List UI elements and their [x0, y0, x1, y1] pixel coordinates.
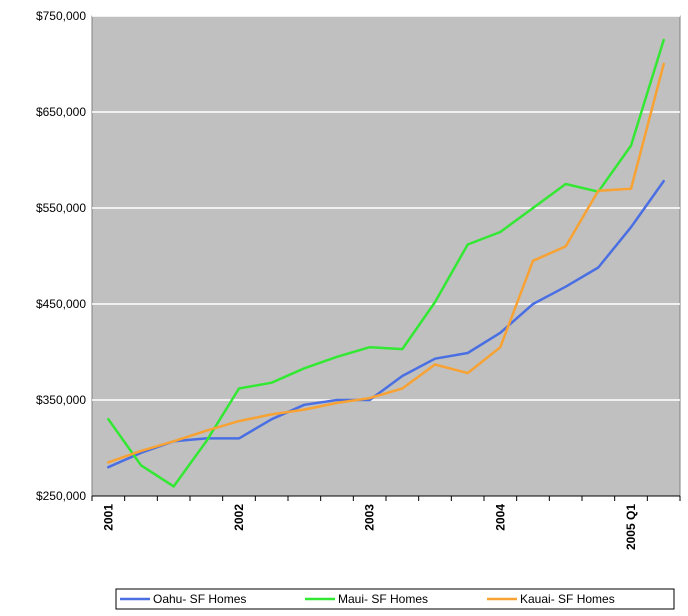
y-tick-label: $450,000	[36, 297, 86, 311]
x-tick-label: 2001	[101, 504, 115, 531]
plot-area	[91, 15, 681, 497]
series-line-2	[107, 38, 665, 488]
legend-box	[115, 588, 675, 610]
x-tick-label: 2004	[493, 504, 507, 531]
y-tick-label: $750,000	[36, 9, 86, 23]
x-tick-label: 2002	[232, 504, 246, 531]
y-tick-label: $650,000	[36, 105, 86, 119]
series-line-1	[107, 179, 665, 469]
y-axis-tick-labels: $750,000 $650,000 $550,000 $450,000 $350,000…	[36, 9, 86, 503]
x-axis-tick-labels: 2001 2002 2003 2004 2005 Q1	[101, 504, 638, 550]
y-tick-label: $350,000	[36, 393, 86, 407]
series-line-3	[107, 62, 665, 464]
legend: Oahu- SF Homes Maui- SF Homes Kauai- SF Ho…	[115, 588, 675, 610]
x-tick-label: 2005 Q1	[624, 504, 638, 550]
series-lines	[107, 38, 665, 488]
x-tick-label: 2003	[363, 504, 377, 531]
gridlines	[92, 15, 680, 401]
y-tick-label: $250,000	[36, 489, 86, 503]
x-axis-ticks	[91, 496, 681, 501]
y-tick-label: $550,000	[36, 201, 86, 215]
legend-label: Oahu- SF Homes	[153, 592, 246, 606]
legend-label: Kauai- SF Homes	[520, 592, 615, 606]
legend-label: Maui- SF Homes	[338, 592, 428, 606]
